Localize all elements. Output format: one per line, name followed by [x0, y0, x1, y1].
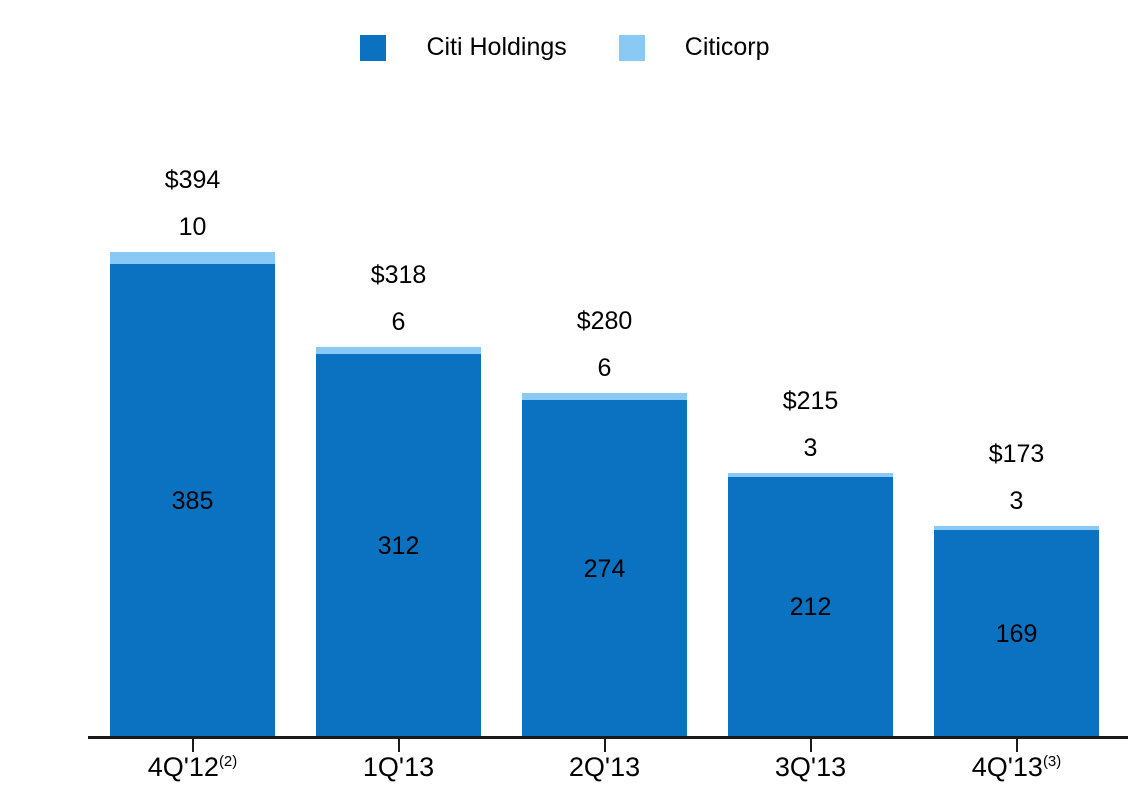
- bar-segment-citi-holdings: 385: [110, 264, 275, 738]
- footnote-marker: (2): [218, 753, 238, 770]
- bar-value-citi-holdings: 312: [377, 531, 420, 560]
- x-axis-tick: [398, 739, 400, 752]
- legend-label-citi-holdings: Citi Holdings: [426, 33, 567, 61]
- legend: Citi Holdings Citicorp: [0, 33, 1130, 62]
- x-axis-label-text: 4Q'13: [971, 752, 1043, 782]
- bar-segment-citicorp: [728, 473, 893, 477]
- x-axis-label-text: 1Q'13: [362, 752, 435, 782]
- bar-value-citicorp: 3: [1009, 487, 1024, 515]
- x-axis-label: 1Q'13: [296, 752, 501, 783]
- bar-total-label: $173: [988, 440, 1045, 468]
- bar-total-label: $215: [782, 387, 839, 415]
- x-axis-label: 4Q'13(3): [914, 752, 1119, 783]
- bar-value-citicorp: 3: [803, 434, 818, 462]
- bar-total-label: $394: [164, 166, 221, 194]
- bar-value-citicorp: 10: [178, 213, 207, 241]
- x-axis-tick: [604, 739, 606, 752]
- x-axis-label: 4Q'12(2): [90, 752, 295, 783]
- legend-label-citicorp: Citicorp: [684, 33, 770, 61]
- bar-value-citi-holdings: 212: [789, 593, 832, 621]
- x-axis-tick: [810, 739, 812, 752]
- bar-value-citicorp: 6: [391, 308, 406, 336]
- x-axis-line: [88, 736, 1128, 739]
- legend-swatch-citi-holdings: [360, 34, 387, 61]
- x-axis-tick: [1016, 739, 1018, 752]
- bar-value-citi-holdings: 274: [583, 554, 626, 583]
- x-axis-label: 2Q'13: [502, 752, 707, 783]
- x-axis-label-text: 3Q'13: [774, 752, 847, 782]
- bar-segment-citi-holdings: 312: [316, 354, 481, 738]
- bar-segment-citicorp: [110, 252, 275, 264]
- x-axis-label-text: 2Q'13: [568, 752, 641, 782]
- bar-value-citicorp: 6: [597, 354, 612, 382]
- bar-segment-citicorp: [934, 526, 1099, 530]
- legend-swatch-citicorp: [618, 34, 645, 61]
- bar-segment-citi-holdings: 274: [522, 400, 687, 738]
- x-axis-tick: [192, 739, 194, 752]
- bar-segment-citicorp: [522, 393, 687, 400]
- bar-total-label: $318: [370, 261, 427, 289]
- bar-segment-citi-holdings: 169: [934, 530, 1099, 738]
- x-axis-label-text: 4Q'12: [147, 752, 219, 782]
- bar-value-citi-holdings: 169: [995, 619, 1038, 648]
- bar-segment-citi-holdings: 212: [728, 477, 893, 738]
- footnote-marker: (3): [1042, 753, 1062, 770]
- bar-segment-citicorp: [316, 347, 481, 354]
- x-axis-label: 3Q'13: [708, 752, 913, 783]
- bar-total-label: $280: [576, 307, 633, 335]
- bar-value-citi-holdings: 385: [171, 486, 214, 515]
